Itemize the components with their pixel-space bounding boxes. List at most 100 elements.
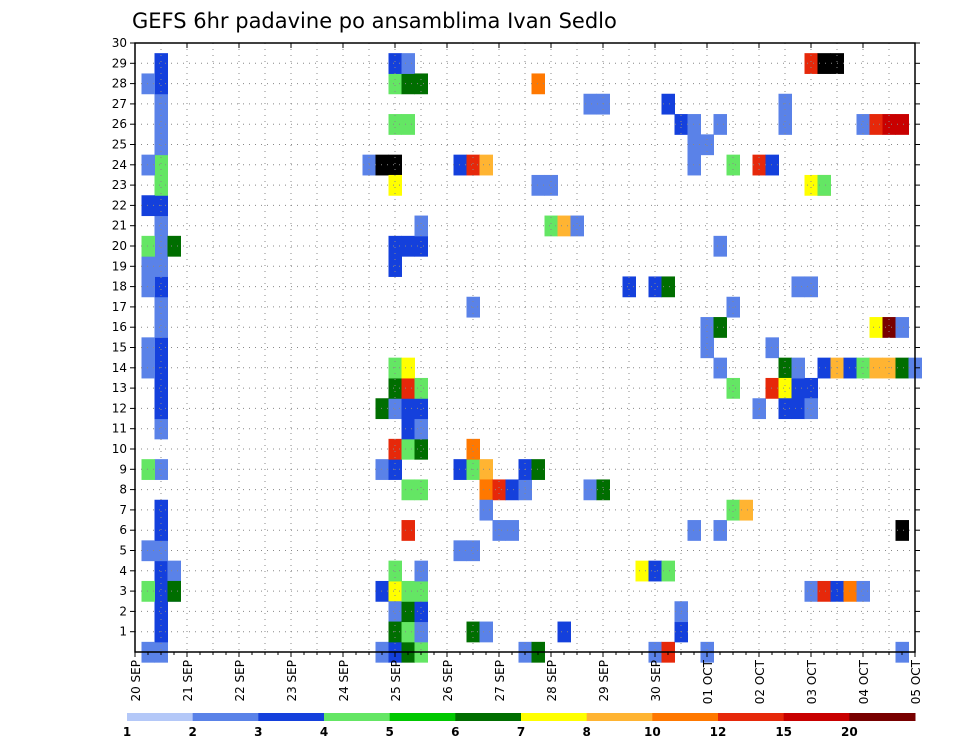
heatmap-cell (141, 235, 155, 257)
x-tick-label: 29 SEP (597, 660, 611, 702)
heatmap-cell (895, 317, 909, 338)
y-tick-label: 17 (112, 300, 127, 314)
heatmap-cell (141, 357, 155, 379)
chart-title: GEFS 6hr padavine po ansamblima Ivan Sed… (132, 9, 617, 33)
heatmap-cell (154, 398, 168, 420)
heatmap-cell (167, 235, 181, 257)
heatmap-cell (154, 377, 168, 399)
heatmap-cell (414, 73, 428, 95)
heatmap-cell (479, 621, 493, 643)
y-tick-label: 3 (119, 584, 127, 598)
heatmap-cells (141, 53, 922, 663)
heatmap-cell (401, 73, 415, 95)
heatmap-cell (154, 235, 168, 257)
x-tick-label: 22 SEP (233, 660, 247, 702)
heatmap-cell (154, 93, 168, 115)
heatmap-cell (167, 560, 181, 582)
y-tick-label: 6 (119, 523, 127, 537)
x-tick-label: 02 OCT (753, 659, 767, 704)
heatmap-cell (713, 520, 727, 541)
heatmap-cell (388, 580, 402, 602)
heatmap-cell (401, 53, 415, 74)
heatmap-cell (154, 53, 168, 74)
y-tick-label: 30 (112, 36, 127, 50)
heatmap-cell (141, 540, 155, 562)
heatmap-cell (544, 174, 558, 196)
heatmap-cell (388, 601, 402, 623)
heatmap-cell (388, 154, 402, 176)
heatmap-cell (388, 256, 402, 277)
heatmap-cell (141, 580, 155, 602)
colorbar-label: 1 (123, 725, 131, 739)
y-tick-label: 8 (119, 483, 127, 497)
heatmap-cell (804, 580, 818, 602)
colorbar-label: 4 (320, 725, 328, 739)
heatmap-cell (739, 499, 753, 521)
heatmap-cell (570, 215, 584, 237)
heatmap-cell (817, 174, 831, 196)
heatmap-cell (414, 418, 428, 440)
heatmap-cell (466, 154, 480, 176)
heatmap-cell (154, 418, 168, 440)
x-tick-label: 23 SEP (285, 660, 299, 702)
heatmap-cell (726, 377, 740, 399)
heatmap-cell (453, 540, 467, 562)
heatmap-cell (414, 377, 428, 399)
colorbar-label: 6 (451, 725, 459, 739)
heatmap-cell (388, 53, 402, 74)
heatmap-cell (869, 317, 883, 338)
colorbar-label: 12 (710, 725, 727, 739)
heatmap-cell (804, 276, 818, 298)
y-tick-label: 18 (112, 280, 127, 294)
heatmap-cell (375, 459, 389, 480)
heatmap-cell (401, 438, 415, 460)
colorbar-label: 8 (582, 725, 590, 739)
heatmap-cell (388, 235, 402, 257)
heatmap-cell (531, 174, 545, 196)
heatmap-cell (466, 438, 480, 460)
heatmap-cell (531, 459, 545, 480)
heatmap-cell (375, 154, 389, 176)
heatmap-cell (154, 337, 168, 359)
colorbar-swatch (652, 713, 719, 721)
colorbar-label: 3 (254, 725, 262, 739)
heatmap-cell (466, 540, 480, 562)
y-tick-label: 9 (119, 462, 127, 476)
heatmap-cell (687, 520, 701, 541)
heatmap-cell (388, 174, 402, 196)
colorbar-label: 20 (841, 725, 858, 739)
heatmap-cell (661, 560, 675, 582)
heatmap-cell (661, 276, 675, 298)
heatmap-cell (700, 337, 714, 359)
y-tick-label: 24 (112, 158, 127, 172)
heatmap-cell (375, 398, 389, 420)
y-tick-label: 12 (112, 401, 127, 415)
heatmap-cell (388, 438, 402, 460)
heatmap-cell (414, 398, 428, 420)
heatmap-cell (726, 499, 740, 521)
heatmap-cell (778, 398, 792, 420)
heatmap-cell (817, 357, 831, 379)
heatmap-cell (154, 256, 168, 277)
heatmap-cell (453, 459, 467, 480)
heatmap-cell (765, 337, 779, 359)
colorbar-swatch (258, 713, 325, 721)
heatmap-cell (882, 317, 896, 338)
heatmap-cell (804, 53, 818, 74)
heatmap-cell (700, 317, 714, 338)
y-tick-label: 20 (112, 239, 127, 253)
heatmap-cell (778, 357, 792, 379)
heatmap-cell (154, 174, 168, 196)
heatmap-cell (401, 377, 415, 399)
heatmap-cell (791, 357, 805, 379)
heatmap-cell (765, 154, 779, 176)
colorbar: 1 2 3 4 5 6 7 8 10 12 15 20 (123, 713, 916, 739)
heatmap-cell (661, 93, 675, 115)
heatmap-cell (141, 459, 155, 480)
heatmap-cell (583, 93, 597, 115)
heatmap-cell (804, 174, 818, 196)
y-tick-label: 13 (112, 381, 127, 395)
y-tick-label: 11 (112, 422, 127, 436)
